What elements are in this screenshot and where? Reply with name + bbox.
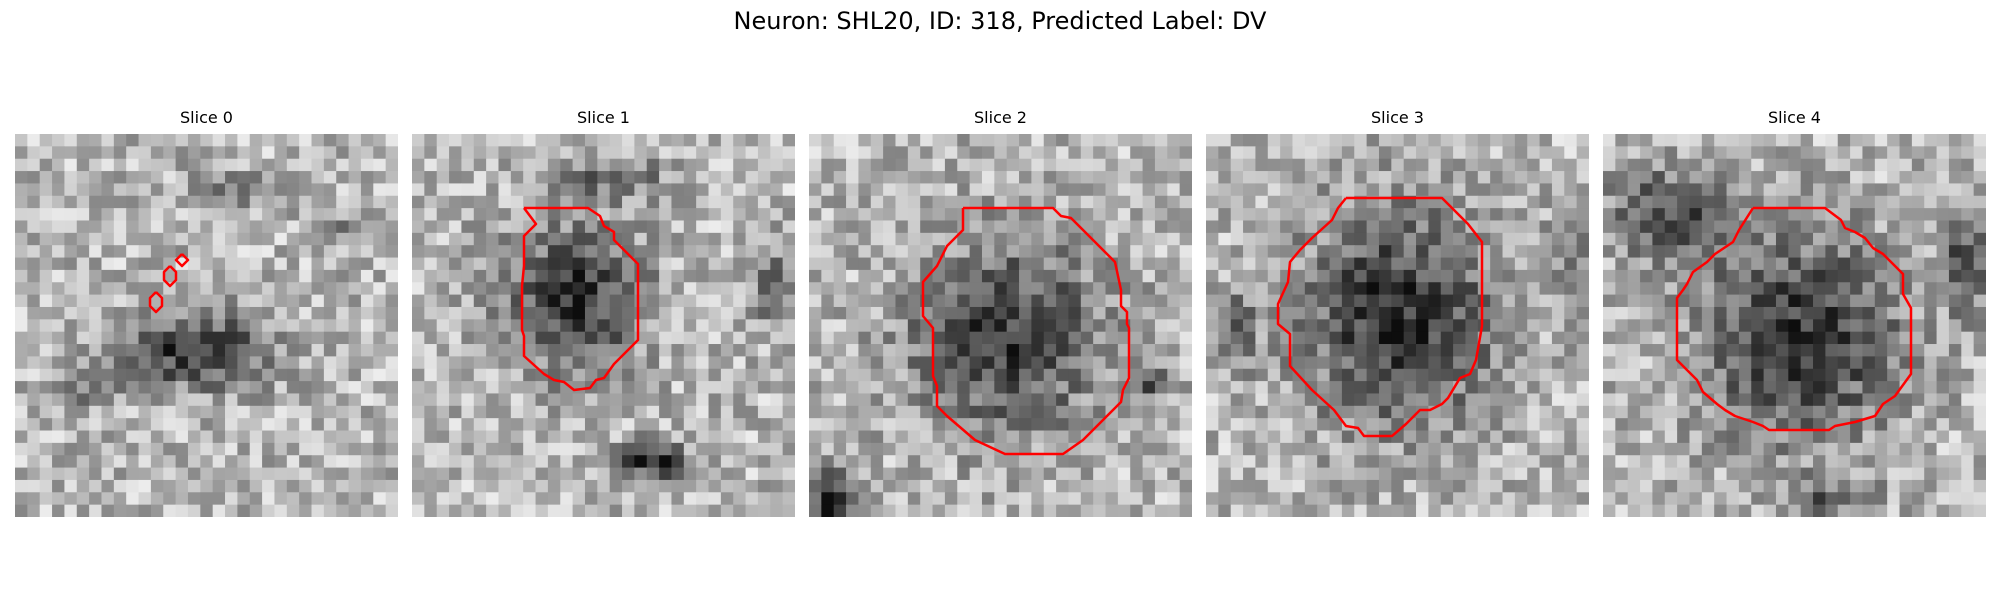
- segmentation-contour: [1276, 196, 1484, 438]
- panel-title: Slice 4: [1768, 108, 1821, 127]
- panel-slice-0: Slice 0: [15, 108, 398, 517]
- figure-title: Neuron: SHL20, ID: 318, Predicted Label:…: [733, 7, 1267, 35]
- panel-slice-4: Slice 4: [1603, 108, 1986, 517]
- slice-image: [1206, 134, 1589, 517]
- panel-title: Slice 2: [974, 108, 1027, 127]
- panel-slice-1: Slice 1: [412, 108, 795, 517]
- segmentation-contour: [520, 206, 640, 392]
- slice-image: [1603, 134, 1986, 517]
- slice-image: [809, 134, 1192, 517]
- panel-title: Slice 0: [180, 108, 233, 127]
- segmentation-contour: [174, 253, 190, 268]
- panel-slice-3: Slice 3: [1206, 108, 1589, 517]
- panel-title: Slice 1: [577, 108, 630, 127]
- segmentation-contour: [921, 206, 1131, 456]
- slice-image: [15, 134, 398, 517]
- panel-title: Slice 3: [1371, 108, 1424, 127]
- slice-image: [412, 134, 795, 517]
- panel-slice-2: Slice 2: [809, 108, 1192, 517]
- segmentation-contour: [1675, 206, 1913, 432]
- segmentation-contour: [148, 291, 164, 314]
- segmentation-contour: [162, 265, 178, 288]
